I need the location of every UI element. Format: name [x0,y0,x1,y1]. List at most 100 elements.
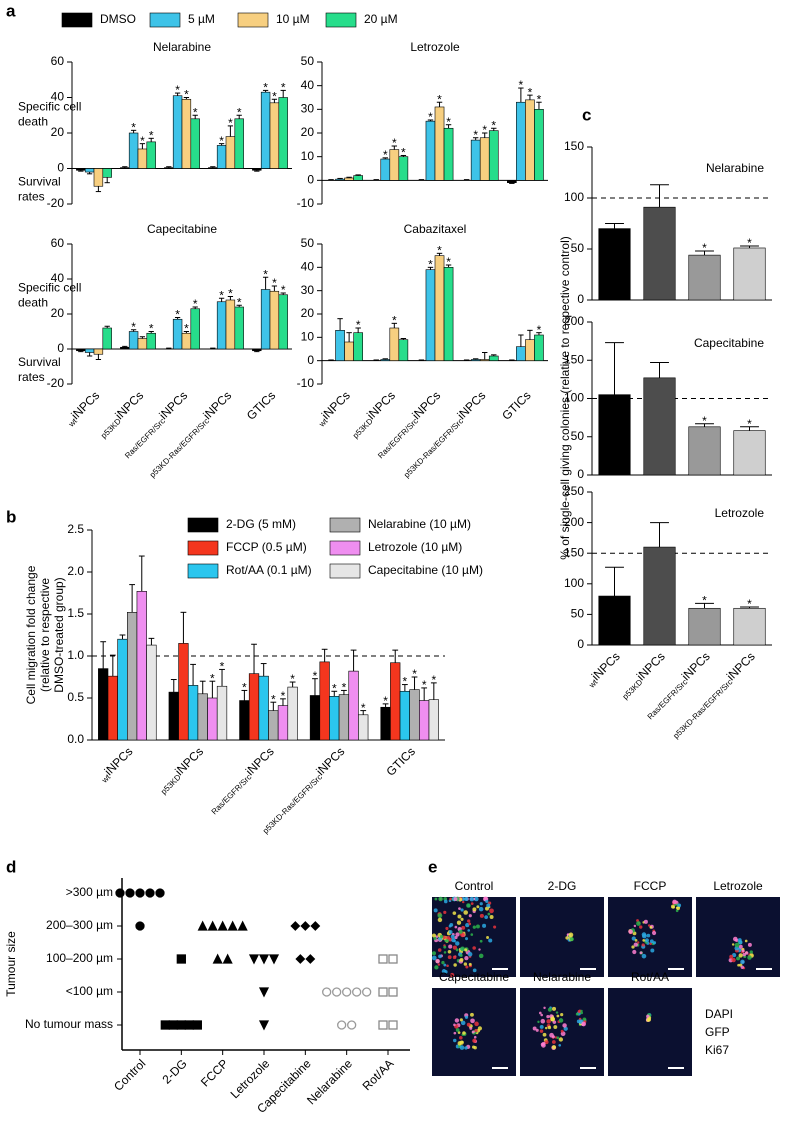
marker [168,1020,178,1030]
bar [102,327,112,350]
marker [290,921,301,931]
significance-mark: * [392,314,397,328]
marker [258,987,270,998]
error-bar [463,359,470,361]
cell [464,896,469,902]
cell [553,1025,558,1029]
error-bar [166,347,172,349]
error-bar [421,687,428,701]
error-bar [218,297,225,302]
y-axis-label: % of single-cell giving colonies (relati… [558,236,572,559]
micrograph-label: Rot/AA [631,970,669,984]
dot-group [197,920,248,931]
marker [237,920,248,931]
error-bar [536,332,542,335]
y-tick-label: 200 [564,314,584,328]
y-tick-label: 200 [564,515,584,529]
error-bar [527,94,533,100]
error-bar [236,114,242,119]
error-bar [174,92,181,96]
y-tick-label: 150 [564,139,584,153]
error-bar [104,325,110,328]
error-bar [271,285,278,292]
cell [452,911,457,915]
bar [234,306,244,350]
error-bar [695,602,714,609]
error-bar [138,555,145,592]
legend-swatch [187,563,219,579]
bar [190,118,200,169]
bar [688,607,721,646]
legend-swatch [61,12,93,28]
marker [184,1020,194,1030]
error-bar [86,352,93,357]
cell [443,899,448,904]
error-bar [260,663,267,677]
cell [535,1028,539,1032]
cell [639,951,643,955]
bar [344,177,354,181]
bar [146,644,157,741]
x-tick-label: p53KD-Ras/EGFR/SrciNPCs [144,388,235,479]
marker [305,954,316,964]
error-bar [218,143,225,146]
category-name: GTICs [499,388,533,422]
error-bar [360,710,367,715]
cell [677,903,682,908]
dot-group [322,987,372,997]
legend-label: 5 µM [188,12,215,26]
marker [197,920,208,931]
cell [537,1020,540,1024]
y-tick-label: No tumour mass [25,1017,113,1031]
bar [390,662,401,741]
bar [172,95,183,169]
cell [474,1021,479,1027]
significance-mark: * [228,287,233,301]
cell [580,1009,583,1013]
dot-group [295,954,316,964]
error-bar [346,176,352,178]
error-bar [427,266,434,270]
cell [470,902,474,905]
cell [641,933,647,939]
category-name: iNPCs [243,744,277,778]
cell [556,1014,560,1018]
cell [453,1023,456,1027]
cell [639,925,643,929]
dot-group [115,888,165,898]
cell [670,904,675,909]
x-tick-label: FCCP [198,1056,231,1089]
error-bar [183,97,190,100]
marker [258,1020,270,1031]
bar [117,638,128,741]
marker [207,920,218,931]
bar [399,690,410,741]
error-bar [491,354,497,356]
marker [155,888,165,898]
cell [471,1030,475,1034]
error-bar [262,89,269,93]
legend-label: Nelarabine (10 µM) [368,517,471,531]
legend-label: 2-DG (5 mM) [226,517,296,531]
significance-mark: * [361,701,366,715]
error-bar [129,584,136,613]
cell [475,924,480,929]
bar [380,706,391,741]
chart-title: Letrozole [410,40,460,54]
marker [388,987,398,997]
bar [269,290,280,350]
error-bar [95,186,102,193]
error-bar [463,179,470,181]
bar [479,137,490,181]
category-name: iNPCs [314,744,348,778]
cell [581,1021,587,1027]
cell [472,1038,477,1043]
panel-label: c [582,105,591,124]
dot-group [248,954,280,965]
bar [102,168,112,178]
cell [435,958,440,964]
error-bar [536,101,542,110]
cell [568,932,574,938]
error-bar [430,682,437,700]
